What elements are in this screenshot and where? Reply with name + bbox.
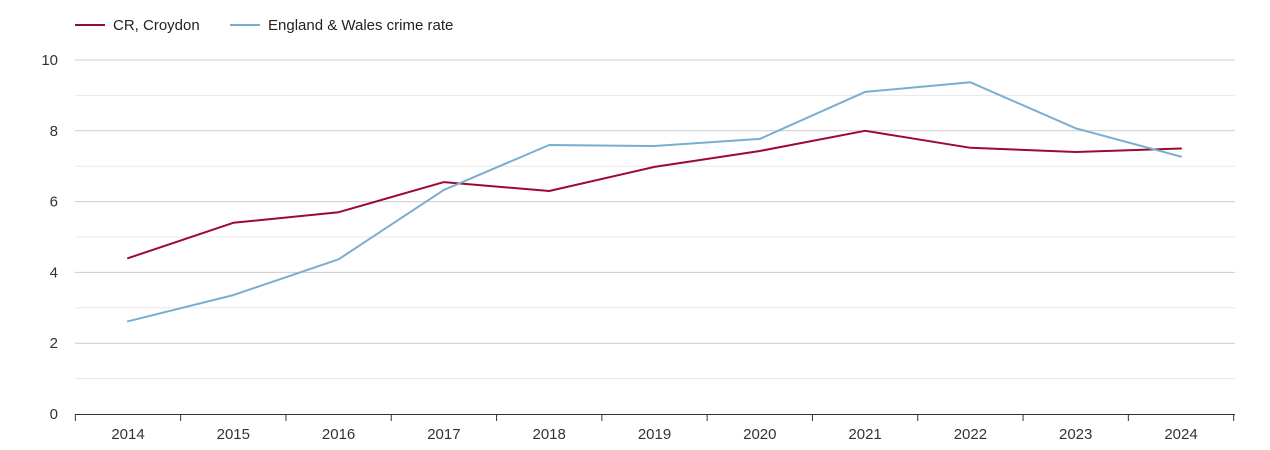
legend-item: England & Wales crime rate [230, 17, 453, 34]
y-tick-label: 0 [50, 406, 58, 423]
x-tick-label: 2014 [111, 426, 144, 443]
legend-item: CR, Croydon [75, 17, 200, 34]
series-line-2 [127, 81, 1182, 323]
y-tick-label: 4 [50, 264, 58, 281]
legend-label: CR, Croydon [113, 17, 200, 34]
series-lines [127, 81, 1182, 323]
gridlines [75, 59, 1235, 380]
x-tick-label: 2022 [954, 426, 987, 443]
series-line-1 [127, 129, 1182, 260]
x-tick-label: 2023 [1059, 426, 1092, 443]
y-tick-label: 2 [50, 335, 58, 352]
x-tick-label: 2018 [533, 426, 566, 443]
x-tick-label: 2024 [1164, 426, 1197, 443]
legend: CR, Croydon England & Wales crime rate [75, 17, 453, 34]
y-axis-ticks: 0 2 4 6 8 10 [41, 52, 58, 423]
legend-label: England & Wales crime rate [268, 17, 453, 34]
x-tick-label: 2021 [848, 426, 881, 443]
x-tick-label: 2015 [217, 426, 250, 443]
x-axis: 2014 2015 2016 2017 2018 2019 2020 2021 2022 2023… [74, 414, 1235, 443]
y-tick-label: 8 [50, 123, 58, 140]
x-tick-label: 2020 [743, 426, 776, 443]
y-tick-label: 10 [41, 52, 58, 69]
y-tick-label: 6 [50, 194, 58, 211]
x-tick-label: 2019 [638, 426, 671, 443]
x-tick-label: 2016 [322, 426, 355, 443]
x-tick-label: 2017 [427, 426, 460, 443]
